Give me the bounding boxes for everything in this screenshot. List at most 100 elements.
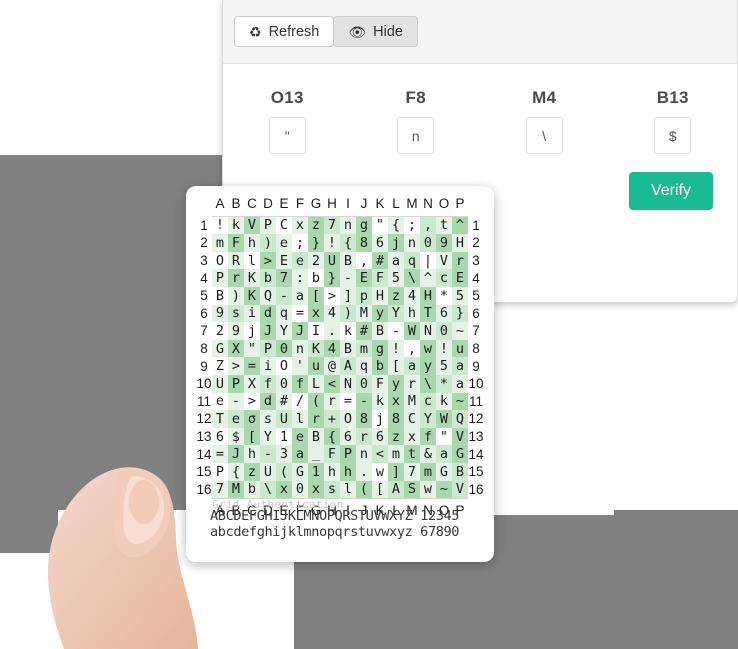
grid-cell-M3[interactable]: q [404, 251, 420, 270]
grid-cell-I2[interactable]: { [340, 234, 356, 252]
grid-cell-F2[interactable]: ; [292, 234, 308, 252]
grid-cell-J3[interactable]: , [356, 251, 372, 270]
grid-cell-H2[interactable]: ! [324, 234, 340, 252]
grid-cell-N7[interactable]: N [420, 322, 436, 340]
grid-cell-H5[interactable]: > [324, 286, 340, 305]
grid-cell-O1[interactable]: t [436, 216, 452, 235]
grid-cell-K3[interactable]: # [372, 251, 388, 270]
grid-cell-E15[interactable]: ( [276, 462, 292, 481]
grid-cell-E13[interactable]: 1 [276, 427, 292, 446]
grid-cell-H3[interactable]: U [324, 251, 340, 270]
grid-cell-M9[interactable]: a [404, 357, 420, 375]
verify-button[interactable]: Verify [628, 172, 713, 210]
grid-cell-K10[interactable]: F [372, 374, 388, 393]
grid-cell-B13[interactable]: $ [228, 427, 244, 446]
grid-cell-M8[interactable]: , [404, 339, 420, 358]
grid-cell-C2[interactable]: h [244, 234, 260, 252]
grid-cell-L15[interactable]: ] [388, 462, 404, 481]
grid-cell-H7[interactable]: . [324, 322, 340, 340]
grid-cell-K15[interactable]: w [372, 462, 388, 481]
grid-cell-G4[interactable]: b [308, 269, 324, 287]
grid-cell-I14[interactable]: P [340, 445, 356, 463]
grid-cell-L9[interactable]: [ [388, 357, 404, 375]
grid-cell-D5[interactable]: Q [260, 286, 276, 305]
grid-cell-C13[interactable]: [ [244, 427, 260, 446]
grid-cell-F10[interactable]: f [292, 374, 308, 393]
grid-cell-E4[interactable]: 7 [276, 269, 292, 287]
grid-cell-F9[interactable]: ' [292, 357, 308, 375]
grid-cell-P16[interactable]: V [452, 480, 468, 499]
grid-cell-P5[interactable]: 5 [452, 286, 468, 305]
grid-cell-M2[interactable]: n [404, 234, 420, 252]
grid-cell-M1[interactable]: ; [404, 216, 420, 235]
grid-cell-D1[interactable]: P [260, 216, 276, 235]
grid-cell-D16[interactable]: \ [260, 480, 276, 499]
grid-cell-O6[interactable]: 6 [436, 304, 452, 323]
grid-cell-J9[interactable]: q [356, 357, 372, 375]
grid-cell-M4[interactable]: \ [404, 269, 420, 287]
grid-cell-F5[interactable]: a [292, 286, 308, 305]
grid-cell-L11[interactable]: x [388, 392, 404, 411]
grid-cell-B5[interactable]: ) [228, 286, 244, 305]
grid-cell-B4[interactable]: r [228, 269, 244, 287]
grid-cell-K2[interactable]: 6 [372, 234, 388, 252]
grid-cell-D9[interactable]: i [260, 357, 276, 375]
grid-cell-C15[interactable]: z [244, 462, 260, 481]
grid-cell-H11[interactable]: r [324, 392, 340, 411]
grid-cell-C6[interactable]: i [244, 304, 260, 323]
grid-cell-M12[interactable]: C [404, 410, 420, 428]
grid-cell-B15[interactable]: { [228, 462, 244, 481]
grid-cell-J7[interactable]: # [356, 322, 372, 340]
grid-cell-N11[interactable]: c [420, 392, 436, 411]
grid-cell-M11[interactable]: M [404, 392, 420, 411]
grid-cell-F4[interactable]: : [292, 269, 308, 287]
grid-cell-F7[interactable]: J [292, 322, 308, 340]
grid-cell-B7[interactable]: 9 [228, 322, 244, 340]
grid-cell-A4[interactable]: P [212, 269, 228, 287]
challenge-input-0[interactable] [268, 117, 306, 154]
grid-cell-N3[interactable]: | [420, 251, 436, 270]
grid-cell-D12[interactable]: s [260, 410, 276, 428]
grid-cell-P1[interactable]: ^ [452, 216, 468, 235]
grid-cell-P7[interactable]: ~ [452, 322, 468, 340]
grid-cell-I4[interactable]: - [340, 269, 356, 287]
grid-cell-M10[interactable]: r [404, 374, 420, 393]
grid-cell-L12[interactable]: 8 [388, 410, 404, 428]
grid-cell-O7[interactable]: 0 [436, 322, 452, 340]
grid-cell-J10[interactable]: 0 [356, 374, 372, 393]
grid-cell-L8[interactable]: ! [388, 339, 404, 358]
grid-cell-N4[interactable]: ^ [420, 269, 436, 287]
grid-cell-K5[interactable]: H [372, 286, 388, 305]
grid-cell-C12[interactable]: σ [244, 410, 260, 428]
grid-cell-B6[interactable]: s [228, 304, 244, 323]
grid-cell-E2[interactable]: e [276, 234, 292, 252]
grid-cell-A9[interactable]: Z [212, 357, 228, 375]
grid-cell-A6[interactable]: 9 [212, 304, 228, 323]
refresh-button[interactable]: ♻ Refresh [234, 16, 335, 47]
grid-cell-J16[interactable]: ( [356, 480, 372, 499]
grid-cell-M5[interactable]: 4 [404, 286, 420, 305]
grid-cell-K14[interactable]: < [372, 445, 388, 463]
grid-cell-G2[interactable]: } [308, 234, 324, 252]
grid-cell-O10[interactable]: * [436, 374, 452, 393]
grid-cell-E14[interactable]: 3 [276, 445, 292, 463]
grid-cell-H6[interactable]: 4 [324, 304, 340, 323]
grid-cell-B11[interactable]: - [228, 392, 244, 411]
grid-cell-I9[interactable]: A [340, 357, 356, 375]
grid-cell-I16[interactable]: l [340, 480, 356, 499]
grid-cell-B12[interactable]: e [228, 410, 244, 428]
grid-cell-K7[interactable]: B [372, 322, 388, 340]
grid-cell-A12[interactable]: T [212, 410, 228, 428]
grid-cell-C5[interactable]: K [244, 286, 260, 305]
grid-cell-P13[interactable]: V [452, 427, 468, 446]
grid-cell-J13[interactable]: r [356, 427, 372, 446]
grid-cell-K16[interactable]: [ [372, 480, 388, 499]
grid-cell-K6[interactable]: y [372, 304, 388, 323]
grid-cell-G7[interactable]: I [308, 322, 324, 340]
grid-cell-C11[interactable]: > [244, 392, 260, 411]
grid-cell-N9[interactable]: y [420, 357, 436, 375]
grid-cell-O2[interactable]: 9 [436, 234, 452, 252]
grid-cell-F6[interactable]: = [292, 304, 308, 323]
grid-cell-L14[interactable]: m [388, 445, 404, 463]
grid-cell-H4[interactable]: } [324, 269, 340, 287]
